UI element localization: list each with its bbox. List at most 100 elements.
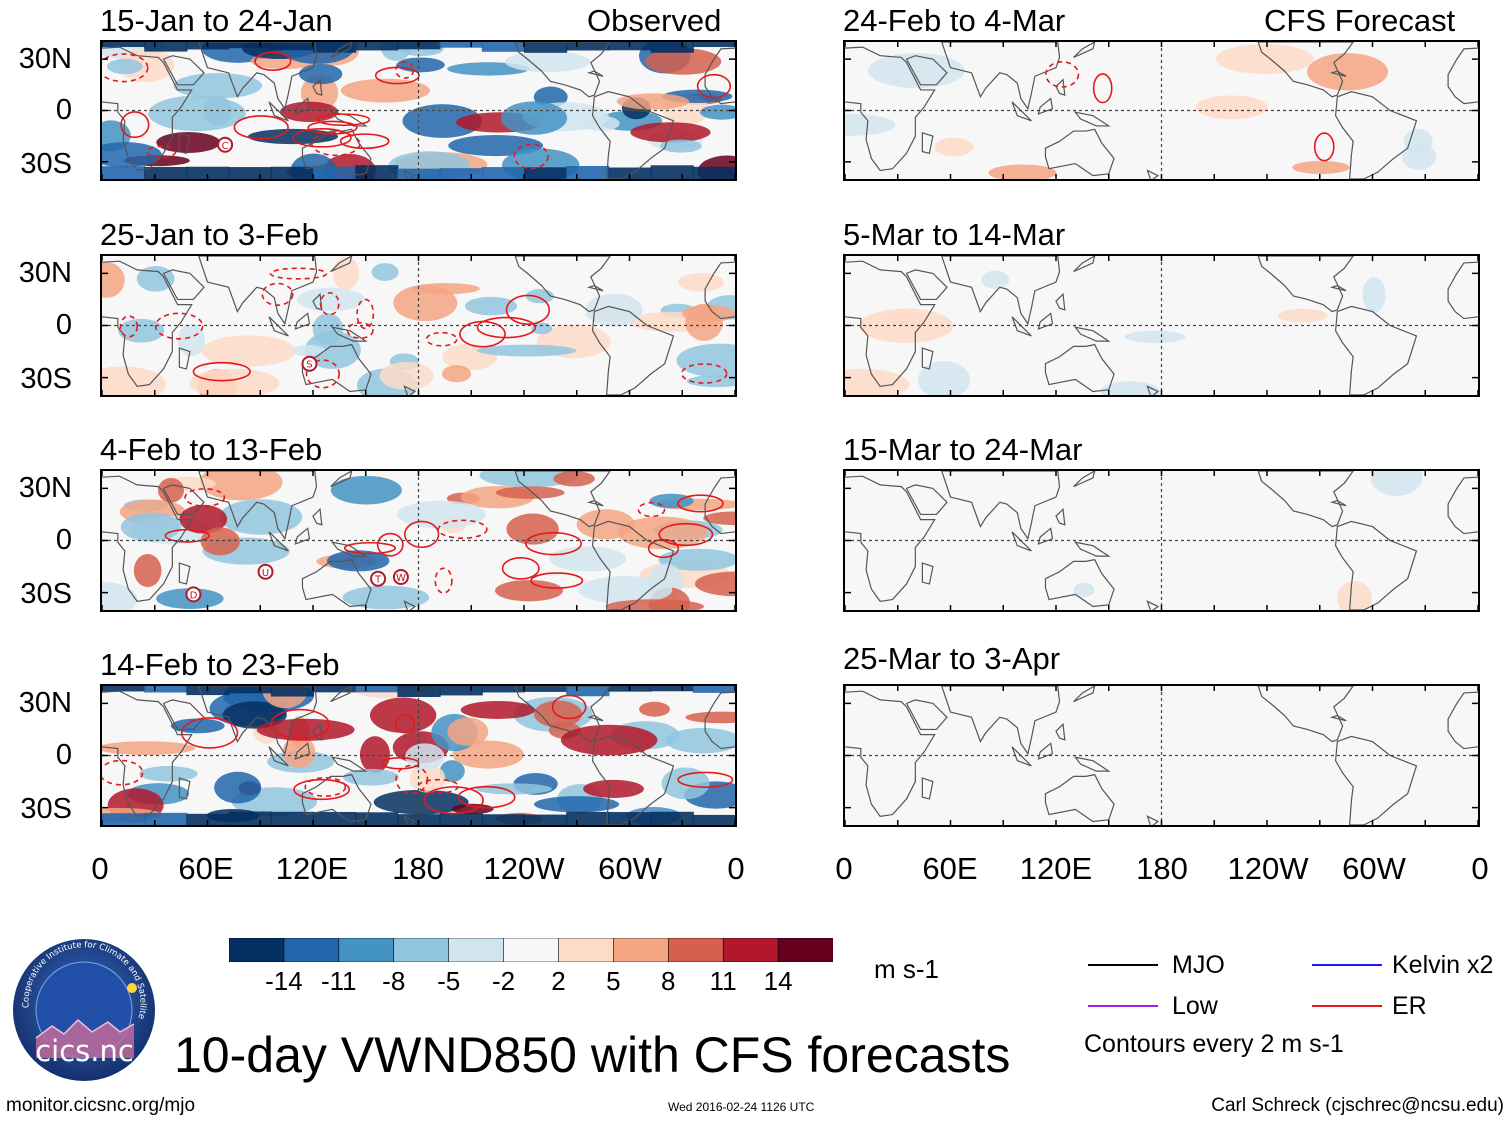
coastline [1037,97,1054,115]
legend-line-er [1312,1005,1382,1007]
colorbar-label: 14 [763,966,793,996]
coastline [198,256,318,326]
anomaly-band-south [270,811,314,825]
panel-title-fc-4: 25-Mar to 3-Apr [843,641,1061,676]
coastline [403,385,417,395]
panel-title-fc-1: 24-Feb to 4-Mar [843,3,1066,38]
colorbar [228,937,834,963]
anomaly-patch [332,256,360,290]
coastline [1044,128,1115,177]
anomaly-patch [296,287,365,312]
er-contour [184,488,226,507]
anomaly-patch [411,283,480,295]
er-contour [1092,73,1113,104]
xtick-right-60w: 60W [1342,851,1406,886]
anomaly-patch [189,368,280,395]
anomaly-patch [214,771,262,804]
anomaly-band-south [270,166,314,179]
er-contour [423,786,484,815]
anomaly-band-south [524,814,568,825]
storm-marker-label: W [396,573,406,584]
ytick-30s: 30S [20,363,72,395]
coastline [514,42,611,98]
anomaly-band-south [186,813,230,825]
anomaly-patch [660,139,702,153]
anomaly-patch [177,324,205,357]
coastline [294,527,311,545]
anomaly-patch [494,579,563,602]
figure-title: 10-day VWND850 with CFS forecasts [174,1027,1011,1083]
anomaly-band-north [144,686,188,693]
coastline [1073,686,1096,703]
anomaly-patch [1277,308,1328,323]
xtick-right-120e: 120E [1019,851,1093,886]
er-contour [437,519,488,540]
anomaly-patch [703,511,735,526]
xtick-left-60e: 60E [178,851,234,886]
anomaly-patch [460,700,535,719]
anomaly-patch [157,477,185,503]
coastline [845,475,936,602]
footer-url: monitor.cicsnc.org/mjo [6,1095,196,1116]
er-contour [339,133,390,150]
panel-title-obs-2: 25-Jan to 3-Feb [100,217,319,252]
legend-label-mjo: MJO [1172,951,1225,979]
coastline [941,686,1061,756]
anomaly-band-north [102,686,146,692]
anomaly-band-north [692,686,735,693]
anomaly-patch [330,475,402,505]
coastline [301,128,372,177]
anomaly-patch [148,95,246,132]
anomaly-patch [1100,381,1160,395]
map-panel-fc-3 [843,469,1480,612]
anomaly-patch [475,783,552,795]
er-contour [1313,132,1335,162]
er-contour [628,730,650,753]
anomaly-patch [102,741,196,755]
coastline [1257,686,1354,743]
anomaly-band-south [355,165,399,179]
anomaly-patch [291,344,326,357]
footer-author: Carl Schreck (cjschrec@ncsu.edu) [1211,1095,1504,1116]
colorbar-swatches [228,937,834,963]
er-contour [346,322,374,340]
coastline [301,343,372,393]
colorbar-label: -11 [320,966,357,996]
anomaly-patch [585,293,643,327]
anomaly-patch [988,164,1057,179]
anomaly-band-north [270,42,314,51]
anomaly-patch [451,803,494,815]
anomaly-patch [682,304,735,323]
coastline [102,46,193,172]
xtick-left-0-end: 0 [727,851,745,886]
anomaly-patch [1215,44,1314,74]
coastline [330,256,353,273]
xtick-left-60w: 60W [598,851,662,886]
anomaly-patch [845,113,896,136]
coastline [162,55,205,86]
anomaly-band-south [144,812,188,825]
coastline [330,326,368,342]
anomaly-band-south [186,166,230,179]
anomaly-band-south [566,811,610,825]
er-contour [501,557,540,580]
anomaly-band-south [144,166,188,179]
coastline [941,256,1061,326]
er-contour [270,708,330,740]
storm-marker-label: U [262,568,269,579]
anomaly-patch [106,58,143,75]
coastline [591,305,675,395]
colorbar-label: 8 [661,966,676,996]
anomaly-band-south [228,811,272,825]
coastline [403,169,417,179]
coastline [162,699,205,731]
anomaly-band-south [524,167,568,179]
coastline [905,699,948,731]
ytick-30s: 30S [20,578,72,610]
er-contour [319,292,340,316]
coastline [1044,343,1115,393]
coastline [294,97,311,115]
anomaly-patch [560,724,658,756]
legend-label-kelvin: Kelvin x2 [1392,951,1494,979]
anomaly-patch [359,736,391,774]
